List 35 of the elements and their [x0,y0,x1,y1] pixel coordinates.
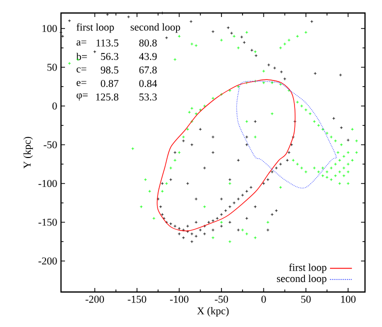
annotation: 56.3 [101,52,118,60]
annotation: c= [76,67,86,73]
x-tick-label: -200 [86,296,104,303]
annotation: 0.87 [100,80,118,88]
annotation: 43.9 [139,52,157,60]
y-tick-label: -50 [44,141,57,148]
annotation: second loop [130,23,180,33]
y-tick-label: -150 [38,218,57,226]
y-tick-label: -100 [38,180,57,188]
x-tick-label: 0 [261,296,266,303]
annotation: φ= [76,93,88,101]
annotation: first loop [76,23,114,33]
annotation: e= [76,80,86,86]
annotation: second loop [276,274,326,284]
y-tick-label: -200 [38,257,57,265]
y-tick-label: 0 [52,102,57,110]
annotation: 98.5 [100,66,118,74]
annotation: b= [76,52,87,60]
annotation: 0.84 [139,80,157,88]
annotation: first loop [289,263,326,274]
x-tick-label: 50 [301,296,311,303]
y-tick-label: 100 [42,24,57,32]
x-tick-label: -100 [170,296,188,303]
annotation: 125.8 [96,93,118,101]
x-tick-label: 100 [341,296,356,303]
annotation: 113.5 [96,39,118,47]
annotation: 53.3 [139,93,157,101]
annotation: a= [76,40,86,46]
x-tick-label: -50 [214,296,228,303]
x-axis-title: X (kpc) [197,307,229,317]
x-tick-label: -150 [128,296,146,303]
annotation: 80.8 [139,39,157,47]
annotation: 67.8 [139,66,157,74]
y-tick-label: 50 [47,64,57,71]
y-axis-title: Y (kpc) [23,136,33,168]
